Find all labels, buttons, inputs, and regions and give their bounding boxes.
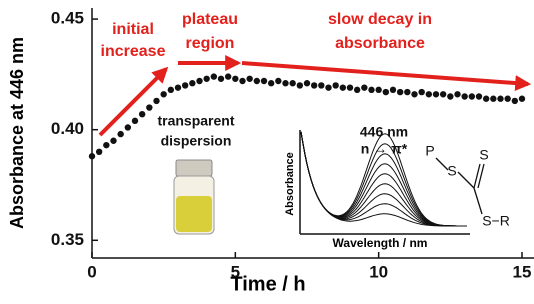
annotation: transparent bbox=[157, 113, 234, 129]
data-point bbox=[89, 153, 95, 159]
data-point bbox=[246, 76, 252, 82]
data-point bbox=[390, 87, 396, 93]
x-tick-label: 10 bbox=[369, 262, 388, 281]
data-point bbox=[426, 91, 432, 97]
x-tick-label: 5 bbox=[231, 262, 240, 281]
data-point bbox=[297, 82, 303, 88]
data-point bbox=[196, 78, 202, 84]
data-point bbox=[454, 91, 460, 97]
data-point bbox=[325, 84, 331, 90]
data-point bbox=[504, 96, 510, 102]
data-point bbox=[289, 80, 295, 86]
annotation: plateau bbox=[182, 11, 238, 28]
data-point bbox=[132, 118, 138, 124]
data-point bbox=[96, 149, 102, 155]
data-point bbox=[354, 87, 360, 93]
data-point bbox=[182, 82, 188, 88]
inset-x-label: Wavelength / nm bbox=[333, 236, 428, 250]
data-point bbox=[232, 76, 238, 82]
page: initial increase plateau region slow dec… bbox=[0, 0, 534, 304]
data-point bbox=[433, 91, 439, 97]
data-point bbox=[340, 84, 346, 90]
x-axis-title: Time / h bbox=[230, 273, 305, 295]
data-point bbox=[110, 138, 116, 144]
data-point bbox=[397, 89, 403, 95]
data-point bbox=[512, 98, 518, 104]
y-tick-label: 0.40 bbox=[51, 119, 84, 138]
data-point bbox=[168, 87, 174, 93]
data-point bbox=[311, 82, 317, 88]
chart: initial increase plateau region slow dec… bbox=[0, 0, 534, 304]
data-point bbox=[275, 78, 281, 84]
annotation: increase bbox=[101, 43, 166, 60]
data-point bbox=[347, 84, 353, 90]
y-tick-label: 0.45 bbox=[51, 9, 84, 28]
inset-y-label: Absorbance bbox=[284, 152, 296, 216]
data-point bbox=[103, 142, 109, 148]
data-point bbox=[203, 76, 209, 82]
vial bbox=[174, 160, 214, 234]
data-point bbox=[440, 91, 446, 97]
data-point bbox=[225, 73, 231, 79]
annotation: region bbox=[186, 35, 235, 52]
x-tick-label: 15 bbox=[513, 262, 532, 281]
data-point bbox=[318, 82, 324, 88]
annotation: dispersion bbox=[161, 133, 232, 149]
data-point bbox=[139, 111, 145, 117]
data-point bbox=[383, 89, 389, 95]
data-point bbox=[404, 89, 410, 95]
data-point bbox=[239, 78, 245, 84]
data-point bbox=[218, 76, 224, 82]
annotation: initial bbox=[112, 21, 154, 38]
annotation: absorbance bbox=[335, 35, 425, 52]
data-point bbox=[304, 80, 310, 86]
data-point bbox=[261, 78, 267, 84]
data-point bbox=[332, 82, 338, 88]
data-point bbox=[160, 91, 166, 97]
data-point bbox=[146, 104, 152, 110]
y-axis-title: Absorbance at 446 nm bbox=[7, 37, 27, 229]
data-point bbox=[490, 96, 496, 102]
data-point bbox=[375, 87, 381, 93]
atom: S bbox=[447, 163, 456, 179]
data-point bbox=[497, 96, 503, 102]
x-tick-label: 0 bbox=[87, 262, 96, 281]
data-point bbox=[461, 93, 467, 99]
data-point bbox=[361, 84, 367, 90]
atom: S bbox=[479, 147, 488, 163]
data-point bbox=[282, 80, 288, 86]
data-point bbox=[175, 84, 181, 90]
data-point bbox=[268, 80, 274, 86]
atom: P bbox=[425, 143, 434, 159]
data-point bbox=[254, 78, 260, 84]
data-point bbox=[125, 124, 131, 130]
data-point bbox=[447, 93, 453, 99]
y-tick-label: 0.35 bbox=[51, 230, 84, 249]
annotation: slow decay in bbox=[328, 11, 432, 28]
data-point bbox=[483, 96, 489, 102]
data-point bbox=[476, 93, 482, 99]
data-point bbox=[418, 89, 424, 95]
peak-label: 446 nm bbox=[360, 124, 408, 140]
atom: S−R bbox=[482, 213, 510, 229]
data-point bbox=[189, 80, 195, 86]
transition-label: n → π* bbox=[361, 141, 408, 157]
data-point bbox=[117, 131, 123, 137]
data-point bbox=[469, 93, 475, 99]
data-point bbox=[211, 73, 217, 79]
data-point bbox=[519, 96, 525, 102]
structure bbox=[436, 158, 484, 214]
data-point bbox=[368, 87, 374, 93]
data-point bbox=[411, 91, 417, 97]
data-point bbox=[153, 98, 159, 104]
